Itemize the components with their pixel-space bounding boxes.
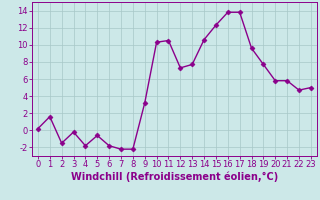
X-axis label: Windchill (Refroidissement éolien,°C): Windchill (Refroidissement éolien,°C) xyxy=(71,172,278,182)
